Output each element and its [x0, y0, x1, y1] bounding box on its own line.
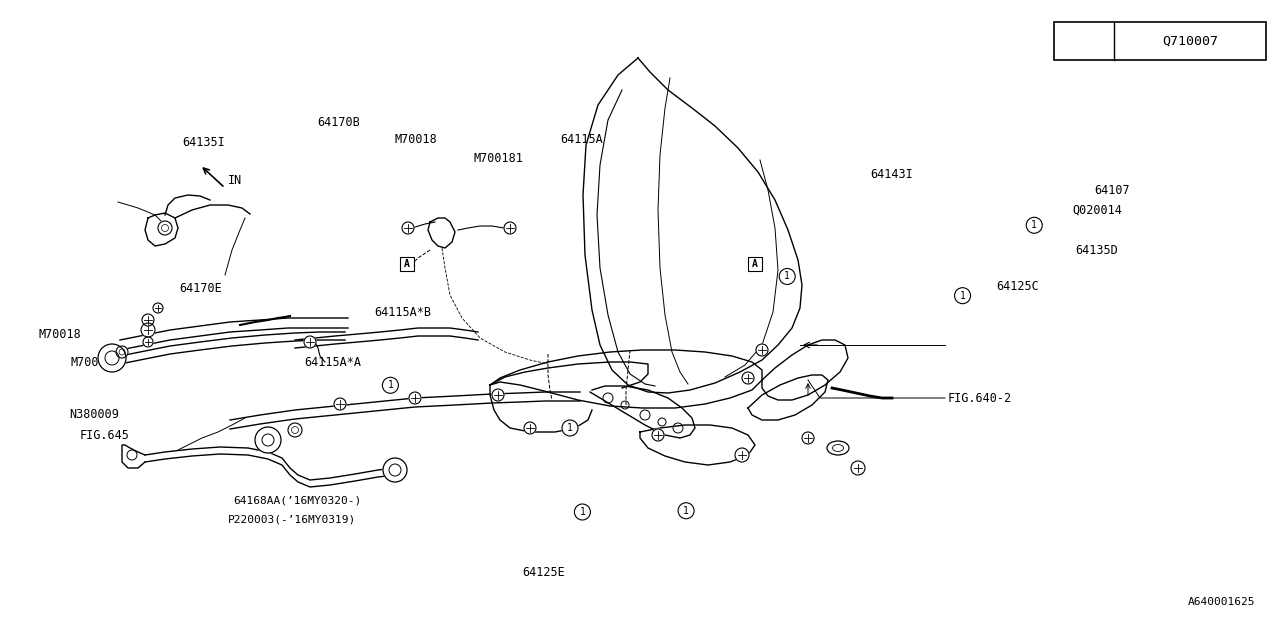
Circle shape [157, 221, 172, 235]
Text: M70018: M70018 [38, 328, 81, 340]
Text: M70018: M70018 [394, 133, 436, 146]
Circle shape [288, 423, 302, 437]
Text: A640001625: A640001625 [1188, 597, 1254, 607]
Circle shape [383, 458, 407, 482]
Bar [749, 257, 762, 271]
Text: 1: 1 [388, 380, 393, 390]
Text: 64170E: 64170E [179, 282, 221, 294]
Bar [401, 257, 413, 271]
Text: 64115A*A: 64115A*A [305, 356, 362, 369]
Text: 64115A: 64115A [561, 133, 603, 146]
Text: A: A [753, 259, 758, 269]
Circle shape [255, 427, 282, 453]
Text: FIG.640-2: FIG.640-2 [947, 392, 1011, 404]
Text: FIG.645: FIG.645 [79, 429, 129, 442]
Text: 64107: 64107 [1094, 184, 1130, 197]
Circle shape [803, 432, 814, 444]
Circle shape [154, 303, 163, 313]
Text: P220003(-’16MY0319): P220003(-’16MY0319) [228, 515, 356, 525]
Circle shape [305, 336, 316, 348]
Circle shape [955, 288, 970, 304]
Text: 1: 1 [684, 506, 689, 516]
Text: Q710007: Q710007 [1162, 35, 1219, 47]
Text: 1: 1 [580, 507, 585, 517]
Circle shape [652, 429, 664, 441]
Text: Q020014: Q020014 [1073, 204, 1123, 216]
Ellipse shape [827, 441, 849, 455]
Circle shape [383, 377, 398, 393]
Bar [749, 257, 762, 271]
Text: 64168AA(’16MY0320-): 64168AA(’16MY0320-) [233, 495, 361, 506]
Text: 1: 1 [785, 271, 790, 282]
Bar [401, 257, 413, 271]
Circle shape [562, 420, 579, 436]
Circle shape [402, 222, 413, 234]
Circle shape [575, 504, 590, 520]
Text: M700181: M700181 [474, 152, 524, 165]
Circle shape [334, 398, 346, 410]
Text: 1: 1 [960, 291, 965, 301]
Text: 64135I: 64135I [182, 136, 224, 148]
Text: 64125E: 64125E [522, 566, 564, 579]
Text: N380009: N380009 [69, 408, 119, 421]
Circle shape [780, 269, 795, 285]
Text: 1: 1 [567, 423, 573, 433]
Circle shape [1027, 217, 1042, 234]
Text: A: A [404, 259, 410, 269]
Circle shape [143, 337, 154, 347]
Text: 1: 1 [1032, 220, 1037, 230]
Circle shape [492, 389, 504, 401]
Circle shape [99, 344, 125, 372]
Circle shape [410, 392, 421, 404]
Text: 64115A*B: 64115A*B [374, 306, 431, 319]
Bar [1053, 22, 1266, 60]
Text: 64170B: 64170B [317, 116, 360, 129]
Circle shape [678, 503, 694, 519]
Circle shape [1073, 29, 1096, 53]
Circle shape [524, 422, 536, 434]
Text: 64125C: 64125C [996, 280, 1038, 293]
Text: 64143I: 64143I [870, 168, 913, 180]
Circle shape [504, 222, 516, 234]
Text: IN: IN [228, 173, 242, 186]
Circle shape [756, 344, 768, 356]
Text: 64135D: 64135D [1075, 244, 1117, 257]
Circle shape [141, 323, 155, 337]
Circle shape [735, 448, 749, 462]
Text: M700181: M700181 [70, 356, 120, 369]
Text: 1: 1 [1080, 35, 1088, 47]
Circle shape [116, 346, 128, 358]
Bar [1053, 22, 1266, 60]
Circle shape [742, 372, 754, 384]
Circle shape [142, 314, 154, 326]
Circle shape [851, 461, 865, 475]
